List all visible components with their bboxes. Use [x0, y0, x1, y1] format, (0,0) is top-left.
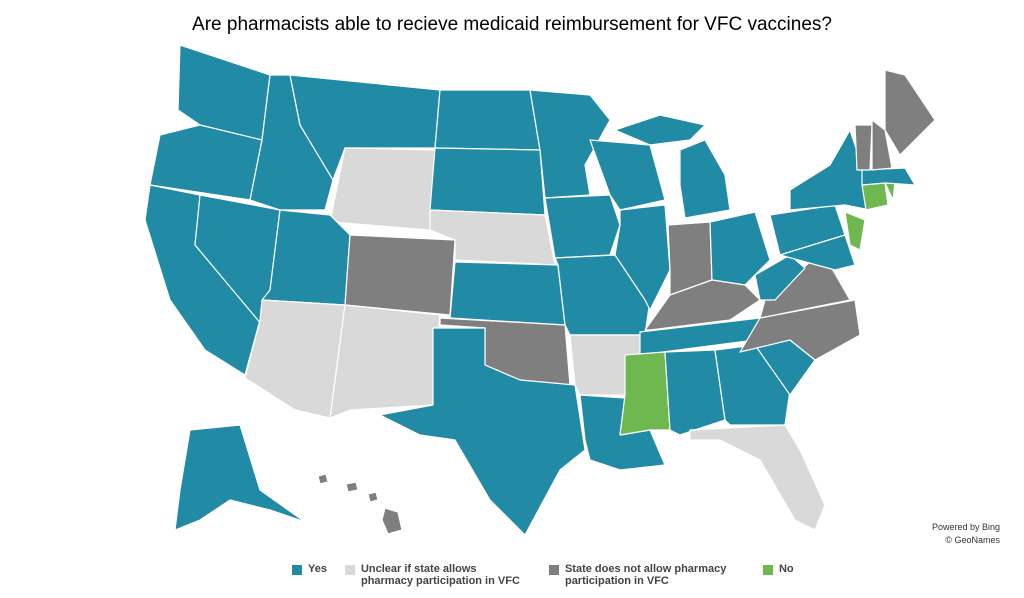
- legend: Yes Unclear if state allows pharmacy part…: [292, 563, 794, 587]
- state-shape: [861, 182, 889, 211]
- state-shape: [709, 211, 771, 286]
- state-shape: [345, 481, 359, 493]
- attribution: Powered by Bing: [931, 522, 1000, 532]
- state-shape: [884, 69, 936, 156]
- state-shape: [861, 167, 916, 186]
- state-shape: [619, 351, 671, 436]
- state-shape: [854, 124, 873, 171]
- state-shape: [177, 44, 271, 141]
- legend-swatch: [344, 565, 355, 575]
- state-shape: [754, 254, 806, 301]
- legend-item: State does not allow pharmacy participat…: [548, 563, 745, 587]
- legend-item: Unclear if state allows pharmacy partici…: [344, 563, 531, 587]
- state-shape: [449, 261, 566, 326]
- legend-item: No: [762, 563, 794, 587]
- state-shape: [844, 211, 866, 251]
- state-shape: [317, 473, 329, 485]
- map-title: Are pharmacists able to recieve medicaid…: [192, 14, 832, 35]
- state-shape: [344, 234, 456, 316]
- legend-swatch: [548, 565, 559, 575]
- state-shape: [367, 491, 379, 503]
- state-shape: [679, 139, 731, 219]
- state-shape: [429, 209, 556, 266]
- legend-swatch: [762, 565, 773, 575]
- state-shape: [779, 234, 856, 271]
- state-shape: [329, 304, 441, 419]
- state-shape: [871, 119, 893, 171]
- state-shape: [244, 299, 346, 419]
- state-shape: [689, 424, 826, 531]
- state-shape: [429, 147, 546, 216]
- state-shape: [381, 507, 403, 535]
- state-shape: [329, 147, 436, 231]
- legend-label: State does not allow pharmacy participat…: [564, 563, 727, 587]
- state-shape: [544, 194, 621, 259]
- state-shape: [529, 89, 611, 199]
- state-shape: [664, 349, 726, 436]
- state-shape: [589, 139, 666, 211]
- state-shape: [614, 114, 706, 146]
- state-shape: [379, 327, 586, 536]
- state-shape: [434, 89, 541, 151]
- legend-label: Yes: [308, 563, 327, 575]
- state-shape: [614, 204, 671, 311]
- state-shape: [174, 424, 306, 531]
- legend-item: Yes: [292, 563, 327, 587]
- legend-label: Unclear if state allows pharmacy partici…: [360, 563, 520, 587]
- attribution: © GeoNames: [945, 535, 1000, 545]
- legend-swatch: [292, 565, 302, 575]
- legend-label: No: [778, 563, 794, 575]
